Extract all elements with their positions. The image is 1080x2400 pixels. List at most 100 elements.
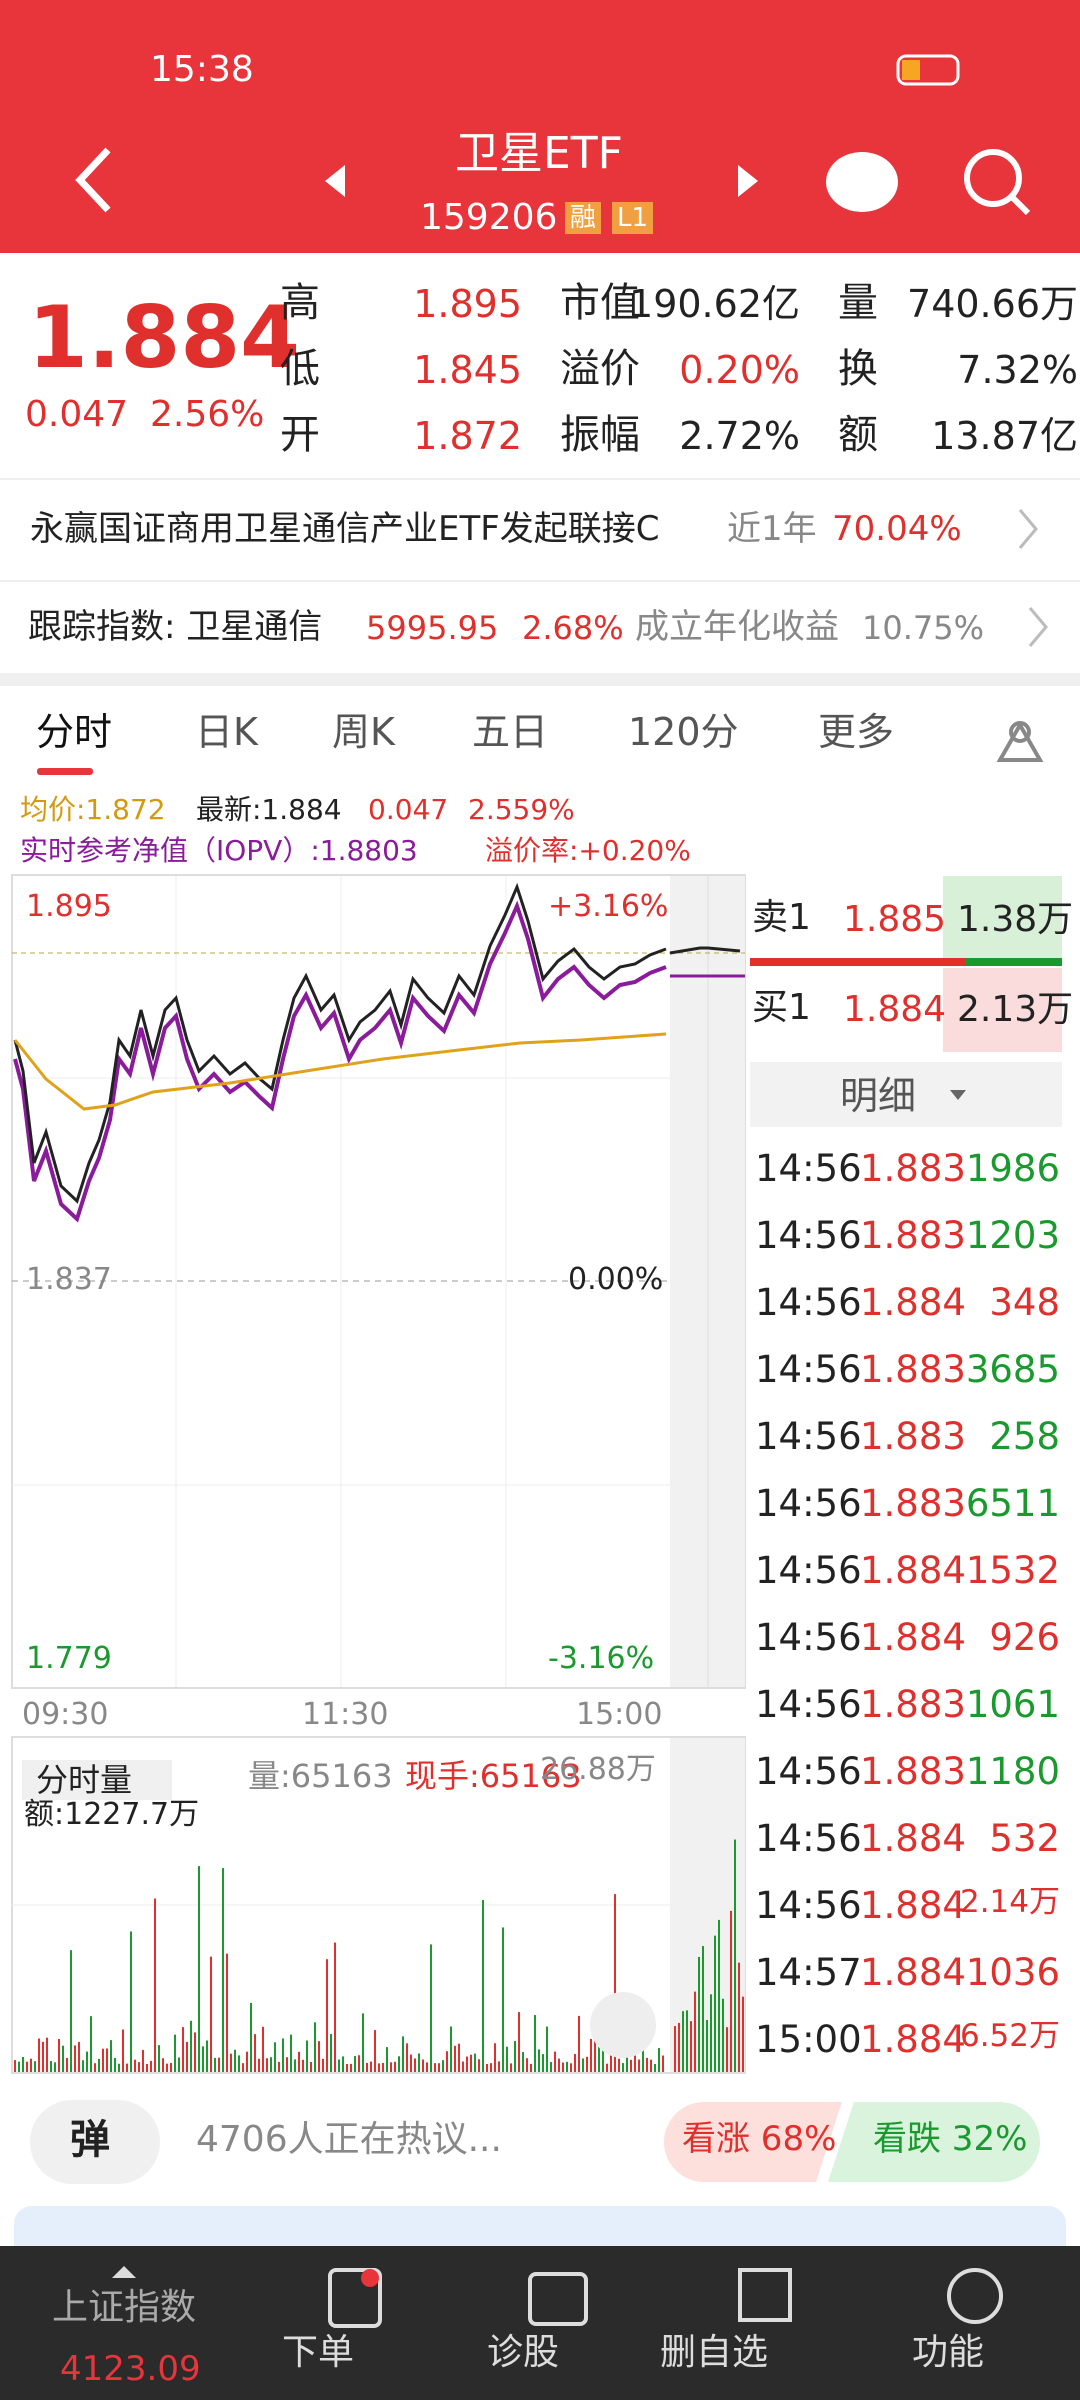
volume-bar <box>682 2011 684 2072</box>
iopv-legend: 实时参考净值（IOPV）:1.8803 <box>20 834 418 867</box>
volume-bar <box>118 2063 120 2072</box>
tab[interactable]: 分时 <box>36 710 113 754</box>
volume-bar <box>134 2059 136 2072</box>
danmu-button[interactable] <box>30 2100 160 2184</box>
volume-bar <box>66 2057 68 2072</box>
volume-bar <box>482 1900 484 2072</box>
axis-mid-pct: 0.00% <box>568 1262 664 1297</box>
volume-bar <box>522 2052 524 2072</box>
avg-legend: 均价:1.872 <box>20 793 166 826</box>
trade-volume: 532 <box>989 1817 1060 1860</box>
volume-bar <box>418 2053 420 2072</box>
volume-bar <box>650 2059 652 2072</box>
time-label: 09:30 <box>22 1697 109 1732</box>
trade-time: 14:56 <box>755 1616 862 1659</box>
trade-volume: 1532 <box>965 1549 1060 1592</box>
volume-bar <box>566 2061 568 2072</box>
change: 0.047 <box>25 394 129 435</box>
search-icon[interactable] <box>964 149 1022 207</box>
tracking-label[interactable]: 跟踪指数: 卫星通信 <box>28 607 323 647</box>
tab[interactable]: 日K <box>195 710 258 754</box>
header-bar <box>0 0 1080 253</box>
prev-icon[interactable] <box>325 165 345 197</box>
volume-bar <box>442 2060 444 2072</box>
nav-item[interactable]: 下单 <box>282 2332 355 2373</box>
volume-bar <box>398 2056 400 2072</box>
axis-low-pct: -3.16% <box>548 1641 655 1676</box>
volume-bar <box>550 2061 552 2072</box>
volume-bar <box>42 2041 44 2072</box>
robot-icon[interactable] <box>826 152 898 212</box>
volume-bar <box>50 2060 52 2072</box>
volume-bar <box>182 2027 184 2072</box>
fund-return: 70.04% <box>832 509 962 549</box>
volume-bar <box>454 2045 456 2072</box>
bear-button[interactable] <box>828 2102 1040 2182</box>
detail[interactable]: 明细 <box>840 1074 917 1118</box>
volume-bar <box>222 1868 224 2072</box>
volume-bar <box>70 1950 72 2072</box>
stat-label: 振幅 <box>560 412 640 458</box>
next-icon[interactable] <box>738 165 758 197</box>
bear[interactable]: 看跌 32% <box>873 2119 1028 2159</box>
volume-bar <box>322 2058 324 2072</box>
volume-bar <box>94 2063 96 2072</box>
volume-bar <box>262 2026 264 2072</box>
index-name[interactable]: 上证指数 <box>52 2287 197 2328</box>
volume-bar <box>302 2059 304 2072</box>
ask-label: 卖1 <box>752 897 811 938</box>
bull-button[interactable] <box>664 2102 842 2182</box>
nav-item[interactable]: 功能 <box>912 2332 985 2373</box>
nav-item[interactable]: 诊股 <box>487 2332 560 2373</box>
volume-bar <box>194 2032 196 2072</box>
tab[interactable]: 更多 <box>818 710 895 754</box>
battery <box>896 54 960 86</box>
tab[interactable]: 周K <box>332 710 395 754</box>
back-icon[interactable] <box>75 147 111 213</box>
volume-bar <box>202 2046 204 2072</box>
volume-bar <box>470 2054 472 2072</box>
trade-price: 1.883 <box>860 1482 966 1525</box>
volume-bar <box>22 2056 24 2072</box>
expand-button[interactable] <box>590 1992 656 2058</box>
volume-bar <box>598 2038 600 2072</box>
volume-title[interactable]: 分时量 <box>22 1760 173 1800</box>
trade-volume: 1036 <box>965 1951 1060 1994</box>
volume-bar <box>18 2061 20 2072</box>
trade-volume: 2.14万 <box>959 1884 1060 1920</box>
detail-tab[interactable] <box>750 1062 1062 1127</box>
volume-bar <box>362 2013 364 2072</box>
axis-high: 1.895 <box>26 889 112 924</box>
badge: L1 <box>612 202 654 234</box>
volume-bar <box>14 2060 16 2072</box>
volume-bar <box>582 2058 584 2072</box>
volume-bar <box>266 2058 268 2072</box>
danmu[interactable]: 弹 <box>70 2117 110 2163</box>
discussion-text[interactable]: 4706人正在热议... <box>196 2119 502 2160</box>
legend-pct: 2.559% <box>468 793 575 826</box>
volume-bar <box>518 2012 520 2072</box>
tab[interactable]: 120分 <box>628 710 739 754</box>
trade-time: 14:56 <box>755 1348 862 1391</box>
volume-bar <box>186 2041 188 2072</box>
volume-bar <box>370 2061 372 2072</box>
ask-price: 1.885 <box>843 899 947 940</box>
volume-bar <box>622 2063 624 2072</box>
price: 1.884 <box>28 288 301 388</box>
bull[interactable]: 看涨 68% <box>682 2119 837 2159</box>
nav-item[interactable]: 删自选 <box>660 2332 769 2373</box>
volume-bar <box>170 2062 172 2072</box>
volume-bar <box>498 2061 500 2072</box>
stat-label: 开 <box>280 412 320 458</box>
volume-bar <box>730 1910 732 2072</box>
trade-price: 1.883 <box>860 1214 966 1257</box>
tab[interactable]: 五日 <box>472 710 549 754</box>
volume-bar <box>494 2043 496 2072</box>
volume-bar <box>166 2063 168 2072</box>
volume-bar <box>394 2061 396 2072</box>
volume-bar <box>350 2063 352 2072</box>
linked-fund[interactable]: 永赢国证商用卫星通信产业ETF发起联接C <box>30 509 660 549</box>
trade-volume: 6511 <box>965 1482 1060 1525</box>
volume-bar <box>86 2051 88 2072</box>
